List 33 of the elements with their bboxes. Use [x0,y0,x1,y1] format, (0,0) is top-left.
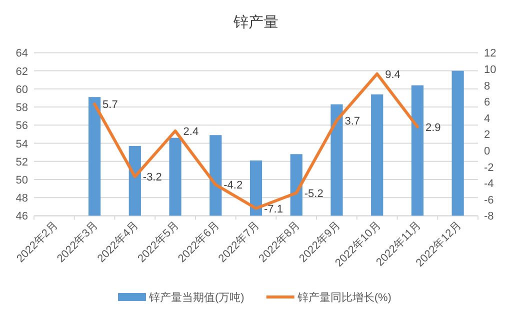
data-label: 5.7 [102,99,118,112]
y2-tick-label: -2 [484,162,494,174]
y2-tick-label: 4 [484,112,490,125]
data-label: 9.4 [385,68,400,81]
y2-tick-label: 6 [484,96,490,109]
y-tick-label: 62 [16,66,28,78]
y-tick-label: 50 [16,174,28,186]
legend-label: 锌产量当期值(万吨) [148,291,244,304]
y-tick-label: 60 [16,84,28,96]
y-tick-label: 52 [16,156,28,168]
y-tick-label: 46 [16,210,28,223]
data-label: -5.2 [304,188,324,200]
y2-tick-label: 12 [484,48,496,60]
y2-tick-label: -6 [484,194,494,206]
y2-tick-label: 10 [484,64,496,76]
data-label: -4.2 [224,180,243,192]
data-label: 3.7 [344,115,360,128]
y2-tick-label: -8 [484,210,494,223]
chart-title: 锌产量 [232,14,278,31]
data-label: 2.9 [425,122,441,134]
legend-label: 锌产量同比增长(%) [296,291,392,304]
y-tick-label: 64 [16,48,28,60]
y2-tick-label: 0 [484,146,490,158]
y2-tick-label: 8 [484,80,490,92]
data-label: -7.1 [264,203,283,216]
y-tick-label: 56 [16,120,28,132]
data-label: 2.4 [183,126,199,138]
y-tick-label: 48 [16,192,28,205]
data-label: -3.2 [142,172,162,184]
y2-tick-label: 2 [484,129,490,142]
y-tick-label: 58 [16,102,28,114]
y2-tick-label: -4 [484,178,494,190]
y-tick-label: 54 [16,138,28,150]
